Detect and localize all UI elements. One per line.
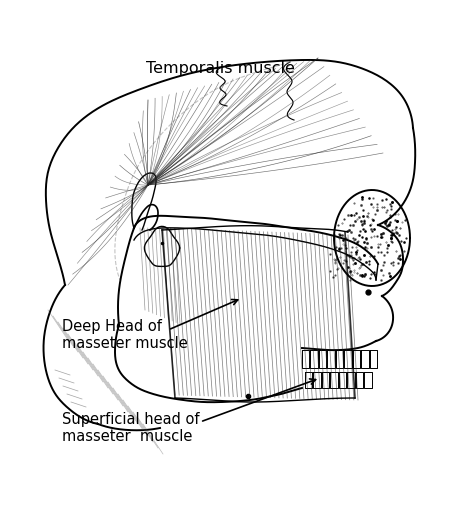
Text: Temporalis muscle: Temporalis muscle <box>146 60 294 75</box>
Text: Deep Head of
masseter muscle: Deep Head of masseter muscle <box>62 319 188 351</box>
Text: Superficial head of
masseter  muscle: Superficial head of masseter muscle <box>62 412 200 444</box>
